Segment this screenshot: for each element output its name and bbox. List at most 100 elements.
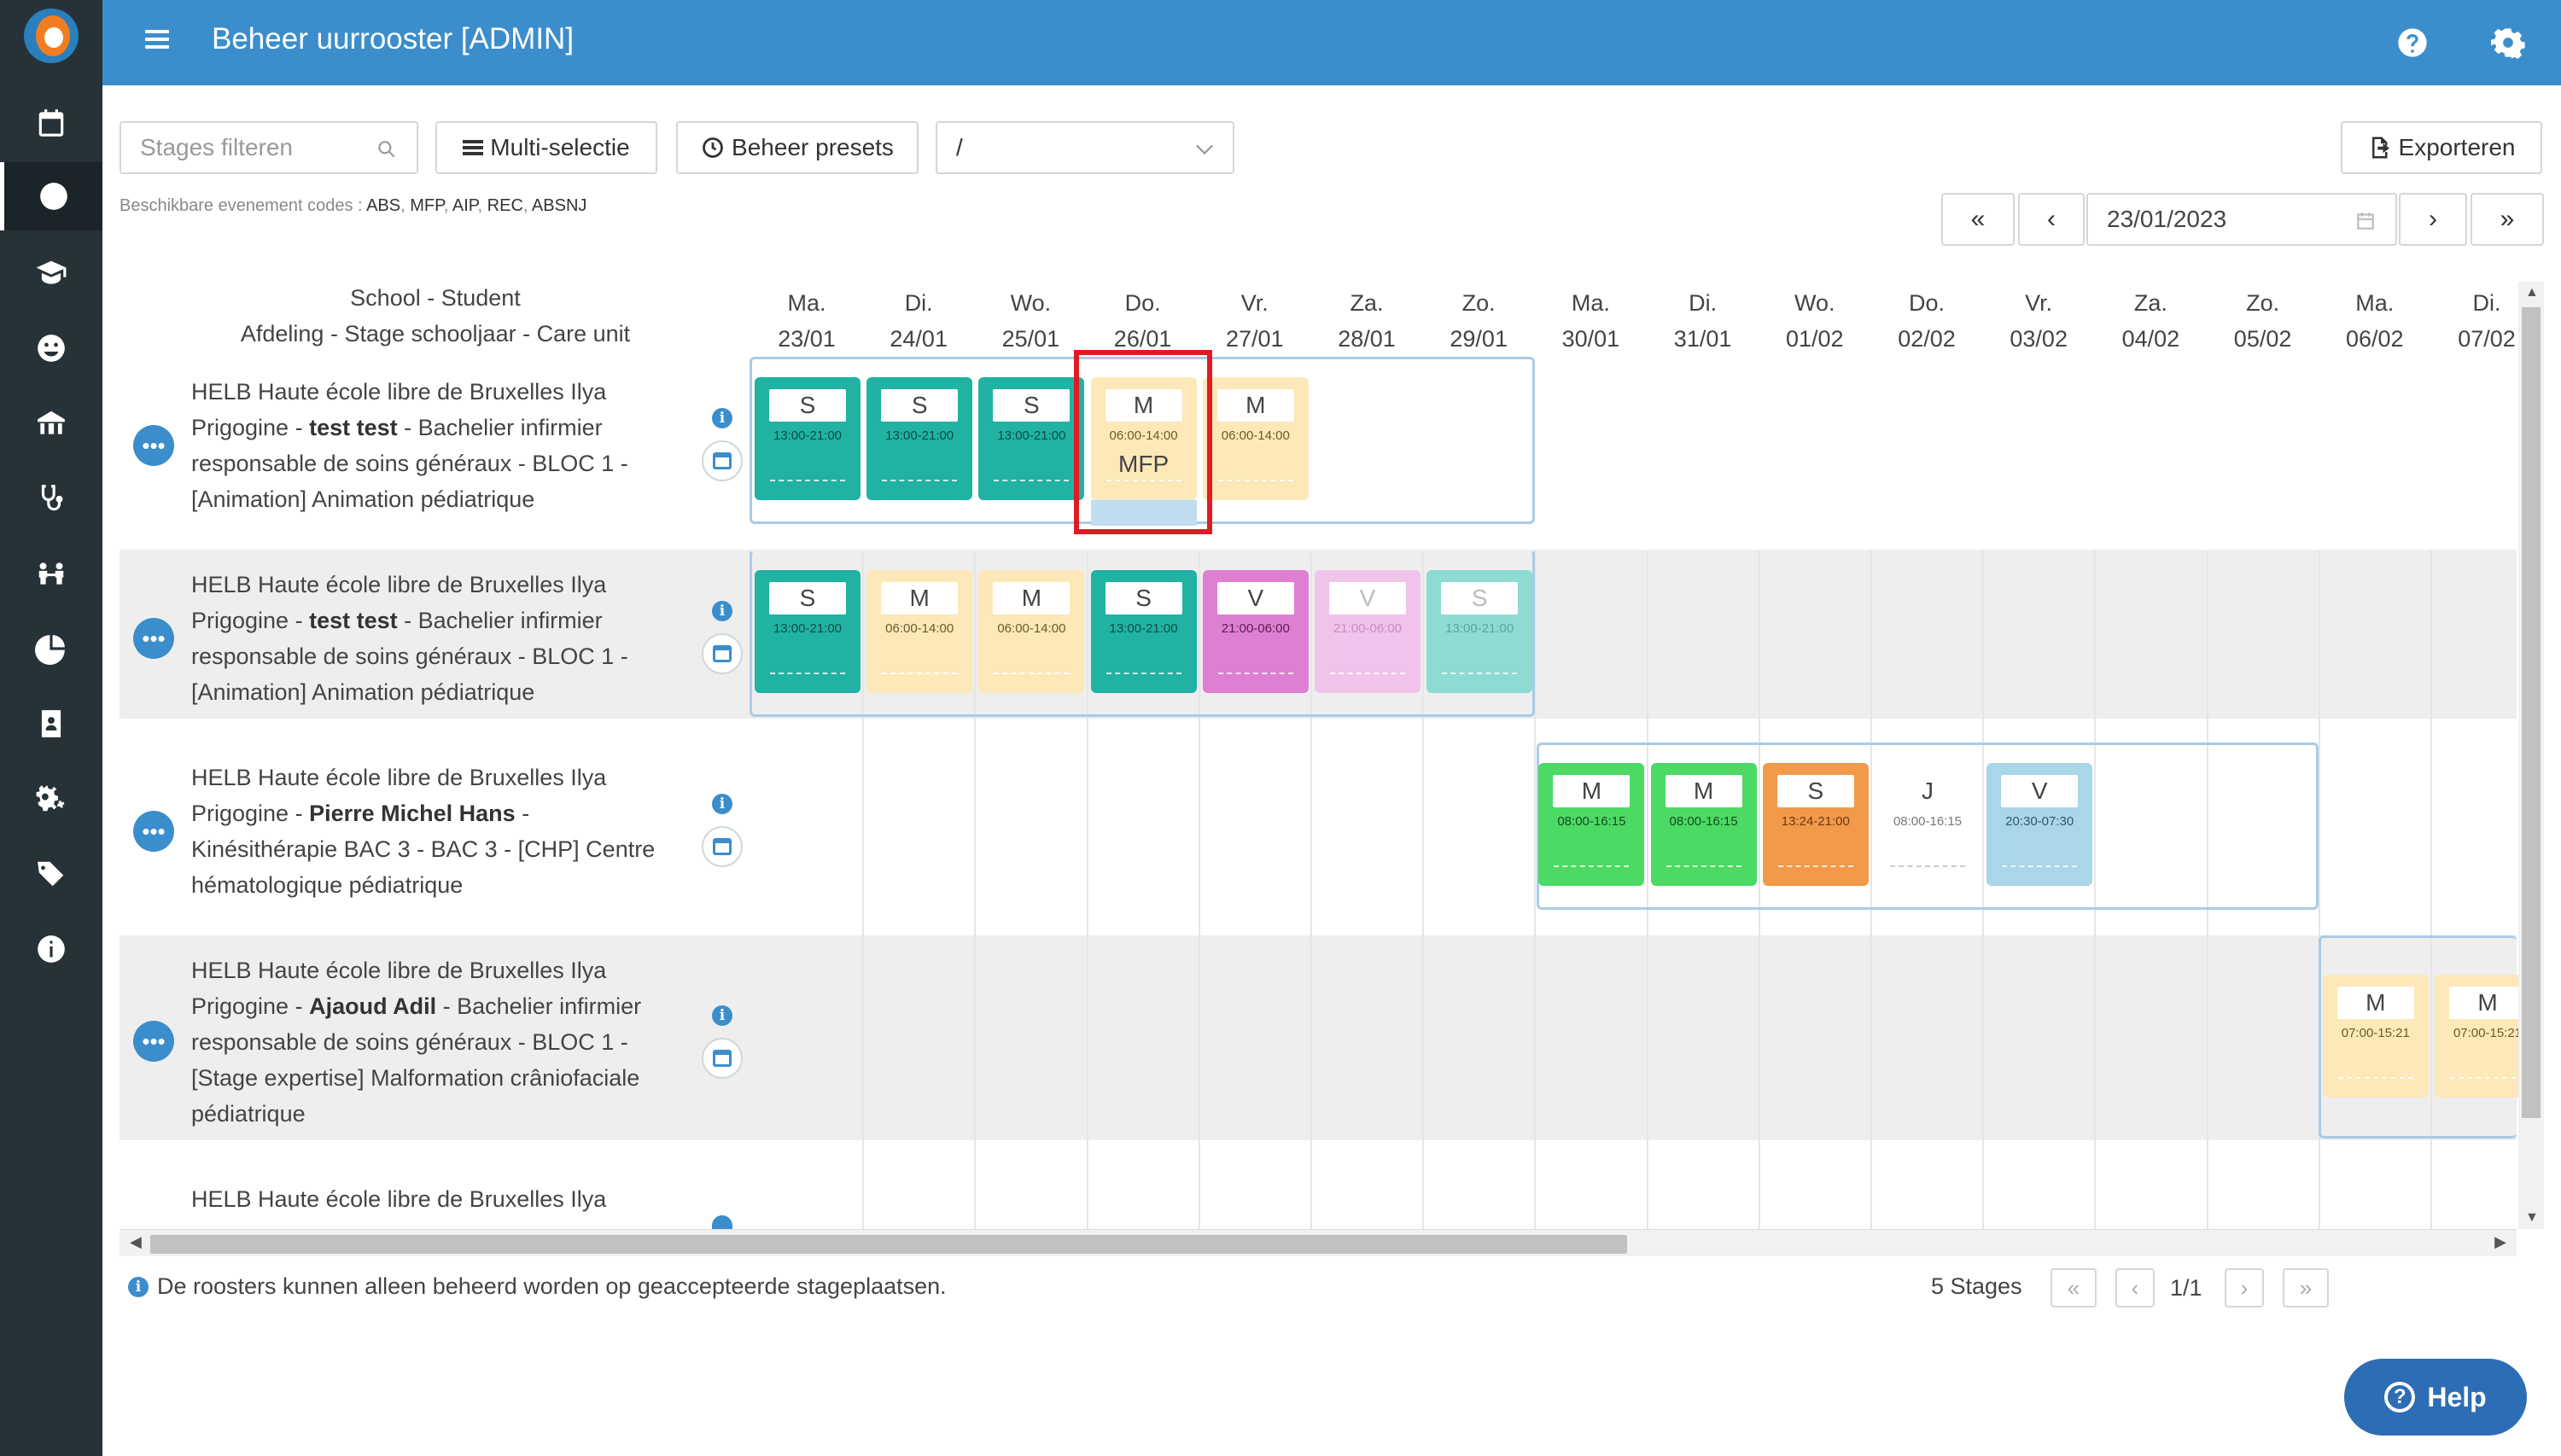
sidebar-item-students[interactable] xyxy=(0,239,102,307)
shift-card[interactable]: M 06:00-14:00 xyxy=(978,570,1085,693)
stage-period[interactable] xyxy=(2319,935,2517,1139)
calendar-check-button[interactable] xyxy=(702,440,743,481)
sidebar-item-tags[interactable] xyxy=(0,840,102,908)
shift-card[interactable]: V 21:00-06:00 xyxy=(1202,570,1309,693)
shift-card[interactable]: M 06:00-14:00 xyxy=(1202,377,1309,500)
sidebar-item-statistics[interactable] xyxy=(0,614,102,683)
sidebar-item-settings[interactable] xyxy=(0,765,102,833)
first-week-button[interactable]: « xyxy=(1941,193,2015,246)
shift-code[interactable]: M xyxy=(1553,775,1631,807)
row-actions-button[interactable]: ••• xyxy=(133,618,174,659)
info-icon[interactable]: i xyxy=(712,408,732,428)
sidebar-item-care[interactable] xyxy=(0,464,102,533)
help-circle-icon[interactable] xyxy=(2395,26,2430,60)
shift-divider xyxy=(1105,673,1181,674)
shift-code[interactable]: S xyxy=(1776,775,1854,807)
sidebar-item-documents[interactable] xyxy=(0,690,102,758)
preset-select[interactable]: / xyxy=(936,121,1234,174)
next-page-button[interactable]: › xyxy=(2225,1268,2264,1307)
shift-code[interactable]: M xyxy=(2336,987,2414,1019)
double-chevron-right-icon: » xyxy=(2299,1274,2313,1301)
row-actions-button[interactable]: ••• xyxy=(133,1021,174,1062)
shift-code[interactable]: S xyxy=(1441,582,1519,614)
vertical-scroll-thumb[interactable] xyxy=(2522,307,2541,1118)
app-logo[interactable] xyxy=(24,9,79,63)
scroll-up-icon[interactable]: ▲ xyxy=(2525,285,2539,300)
calendar-check-button[interactable] xyxy=(702,1038,743,1079)
row-actions-button[interactable]: ••• xyxy=(133,425,174,466)
shift-code[interactable]: V xyxy=(1329,582,1406,614)
shift-code[interactable]: M xyxy=(1216,389,1294,422)
shift-code[interactable]: S xyxy=(993,389,1070,422)
sidebar-item-schedule[interactable] xyxy=(0,162,102,230)
sidebar-item-schools[interactable] xyxy=(0,389,102,457)
first-page-button[interactable]: « xyxy=(2051,1268,2097,1307)
shift-card[interactable]: M 08:00-16:15 xyxy=(1538,763,1645,886)
next-week-button[interactable]: › xyxy=(2399,193,2467,246)
shift-code[interactable]: S xyxy=(1105,582,1182,614)
info-icon[interactable]: i xyxy=(712,794,732,814)
shift-code[interactable]: M xyxy=(2449,987,2526,1019)
last-week-button[interactable]: » xyxy=(2471,193,2544,246)
shift-code[interactable]: S xyxy=(769,389,846,422)
shift-code[interactable]: V xyxy=(2001,775,2079,807)
event-code-input[interactable]: MFP xyxy=(1118,451,1170,477)
calendar-check-button[interactable] xyxy=(702,826,743,867)
horizontal-scrollbar[interactable]: ◀ ▶ xyxy=(120,1229,2517,1256)
shift-card[interactable]: M 07:00-15:21 xyxy=(2322,975,2429,1098)
shift-card[interactable]: S 13:00-21:00 xyxy=(1090,570,1197,693)
shift-card[interactable]: S 13:00-21:00 xyxy=(866,377,973,500)
info-icon[interactable] xyxy=(712,1215,732,1229)
shift-card[interactable]: V 21:00-06:00 xyxy=(1315,570,1421,693)
sidebar-item-people[interactable] xyxy=(0,539,102,608)
shift-code[interactable]: M xyxy=(1665,775,1742,807)
vertical-scrollbar[interactable]: ▲ ▼ xyxy=(2518,282,2544,1229)
horizontal-scroll-thumb[interactable] xyxy=(150,1235,1627,1254)
calendar-check-button[interactable] xyxy=(702,633,743,674)
shift-code[interactable]: M xyxy=(881,582,959,614)
scroll-down-icon[interactable]: ▼ xyxy=(2525,1210,2539,1225)
scroll-right-icon[interactable]: ▶ xyxy=(2494,1233,2506,1250)
shift-code[interactable]: M xyxy=(993,582,1070,614)
sidebar-item-info[interactable] xyxy=(0,915,102,983)
day-header: Vr. 03/02 xyxy=(1983,285,2094,357)
help-button[interactable]: ? Help xyxy=(2344,1359,2527,1436)
info-icon[interactable]: i xyxy=(712,1005,732,1026)
previous-page-button[interactable]: ‹ xyxy=(2115,1268,2155,1307)
shift-card[interactable]: S 13:00-21:00 xyxy=(1426,570,1533,693)
sidebar-item-evaluations[interactable] xyxy=(0,314,102,382)
info-icon[interactable]: i xyxy=(712,601,732,621)
shift-divider xyxy=(770,480,845,481)
row-school: HELB Haute école libre de Bruxelles Ilya… xyxy=(191,958,607,1019)
info-icon: i xyxy=(128,1276,149,1297)
sidebar-item-calendar[interactable] xyxy=(0,89,102,157)
export-button[interactable]: Exporteren xyxy=(2341,121,2542,174)
date-input[interactable]: 23/01/2023 xyxy=(2086,193,2397,246)
shift-card[interactable]: M 06:00-14:00 MFP xyxy=(1090,377,1197,526)
shift-code[interactable]: S xyxy=(881,389,959,422)
scroll-left-icon[interactable]: ◀ xyxy=(130,1233,142,1250)
stage-filter-input[interactable]: Stages filteren xyxy=(120,121,418,174)
shift-card[interactable]: J 08:00-16:15 xyxy=(1875,763,1981,886)
previous-week-button[interactable]: ‹ xyxy=(2018,193,2085,246)
shift-card[interactable]: S 13:00-21:00 xyxy=(755,570,860,693)
day-date: 28/01 xyxy=(1338,326,1396,352)
shift-card[interactable]: S 13:24-21:00 xyxy=(1762,763,1869,886)
shift-card[interactable]: M 08:00-16:15 xyxy=(1650,763,1757,886)
shift-code[interactable]: M xyxy=(1105,389,1182,422)
menu-icon[interactable] xyxy=(145,26,179,60)
shift-card[interactable]: S 13:00-21:00 xyxy=(978,377,1085,500)
shift-card[interactable]: M 06:00-14:00 xyxy=(866,570,973,693)
manage-presets-button[interactable]: Beheer presets xyxy=(676,121,919,174)
shift-code[interactable]: V xyxy=(1216,582,1294,614)
last-page-button[interactable]: » xyxy=(2283,1268,2329,1307)
stage-period[interactable] xyxy=(1537,743,2319,910)
shift-card[interactable]: S 13:00-21:00 xyxy=(755,377,860,500)
multi-select-button[interactable]: Multi-selectie xyxy=(435,121,657,174)
row-actions-button[interactable]: ••• xyxy=(133,811,174,852)
stage-period[interactable] xyxy=(750,550,1535,717)
shift-card[interactable]: V 20:30-07:30 xyxy=(1986,763,2093,886)
shift-code[interactable]: J xyxy=(1889,775,1966,807)
gear-icon[interactable] xyxy=(2491,26,2525,60)
shift-code[interactable]: S xyxy=(769,582,846,614)
